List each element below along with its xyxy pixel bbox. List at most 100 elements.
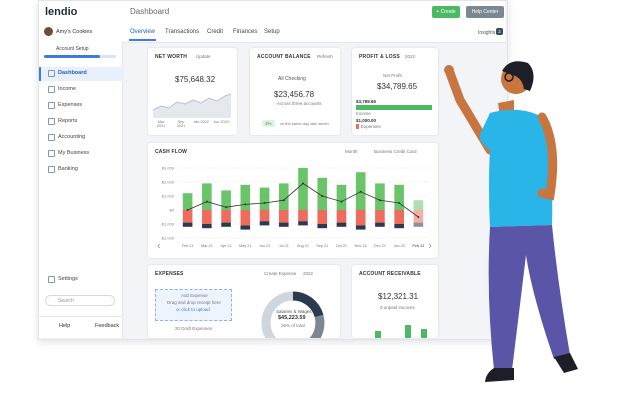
donut-label: Salaries & Wages — [276, 309, 312, 314]
expenses-card: EXPENSES Create Expense 2022 Add Expense… — [148, 265, 340, 338]
search-box[interactable]: Search — [45, 295, 115, 306]
insights-link[interactable]: Insights — [478, 30, 496, 36]
tab[interactable]: Transactions — [165, 29, 200, 35]
change-badge: 3% — [262, 120, 275, 127]
bar — [413, 200, 424, 210]
bar — [202, 183, 212, 210]
help-link[interactable]: Help — [59, 323, 71, 329]
net-point — [186, 209, 189, 211]
nav-item[interactable]: Banking — [44, 163, 121, 176]
add-expense: Add Expense — [181, 293, 208, 298]
bar — [202, 210, 212, 224]
tab[interactable]: Overview — [130, 29, 156, 35]
nav-item[interactable]: My Business — [44, 147, 121, 160]
expense-bar — [356, 124, 359, 129]
net-worth-value: $75,648.32 — [175, 75, 216, 84]
bar — [278, 222, 289, 227]
nav-label: Dashboard — [58, 70, 87, 76]
change-caption: vs the same day last month — [280, 121, 329, 126]
x-tick-label: Mar 21 — [201, 244, 213, 248]
card-action[interactable]: Refresh — [317, 54, 333, 59]
tab-underline — [129, 39, 156, 41]
bar — [394, 184, 404, 210]
x-tick-label: Jul 21 — [279, 244, 289, 248]
sparkline — [153, 93, 232, 118]
net-point — [302, 182, 304, 185]
income-value: $3,789.65 — [356, 99, 377, 104]
nav-icon — [48, 118, 55, 125]
profit-loss-card: PROFIT & LOSS 2022 Net Profit $34,789.65… — [352, 48, 438, 135]
drop-zone[interactable] — [155, 289, 232, 321]
person-illustration — [444, 61, 578, 382]
bar — [375, 222, 385, 227]
net-point — [359, 190, 362, 193]
x-tick-label: Sep 21 — [316, 244, 328, 248]
tab[interactable]: Setup — [264, 29, 280, 35]
x-label: Sep 2021 — [176, 120, 186, 128]
bar — [394, 210, 404, 224]
card-action[interactable]: Update — [196, 54, 211, 59]
upload-link[interactable]: or click to upload — [176, 307, 210, 312]
nav-item[interactable]: Reports — [44, 115, 121, 128]
year-select[interactable]: 2022 — [303, 271, 314, 276]
nav-item[interactable]: Dashboard — [44, 67, 121, 80]
x-label: Jan 2022 — [193, 120, 209, 124]
create-expense[interactable]: Create Expense — [264, 271, 297, 276]
nav-settings[interactable]: Settings — [44, 273, 121, 286]
next-arrow[interactable] — [428, 243, 432, 249]
bar — [221, 190, 231, 210]
x-tick-label: Oct 21 — [336, 244, 347, 248]
net-worth-card: NET WORTH Update $75,648.32 Mar 2021 Sep … — [148, 48, 237, 135]
bar — [259, 221, 270, 226]
prev-arrow[interactable] — [157, 243, 161, 249]
account-select[interactable]: Business Credit Card — [374, 149, 417, 154]
net-point — [225, 206, 228, 209]
bar — [182, 210, 193, 223]
drafts[interactable]: 20 Draft Expenses — [175, 326, 213, 331]
card-title: NET WORTH — [155, 54, 188, 60]
x-tick-label: May 21 — [239, 244, 251, 248]
card-title: EXPENSES — [155, 271, 184, 277]
nav-item[interactable]: Income — [44, 83, 121, 96]
x-tick-label: Nov 21 — [355, 244, 367, 248]
bar — [259, 187, 270, 210]
bar — [355, 225, 366, 230]
tab[interactable]: Finances — [233, 29, 258, 35]
period-select[interactable]: Month — [345, 149, 358, 154]
card-title: PROFIT & LOSS — [359, 54, 400, 60]
nav-item[interactable]: Accounting — [44, 131, 121, 144]
bar — [336, 210, 347, 223]
bar — [317, 224, 328, 229]
x-tick-label: Aug 21 — [297, 244, 309, 248]
account-setup[interactable]: Account Setup — [56, 46, 89, 52]
nav-icon — [48, 150, 55, 157]
help-center-button[interactable]: Help Center — [466, 6, 504, 18]
x-tick-label: Dec 21 — [374, 244, 386, 248]
net-point — [263, 202, 266, 204]
account-select[interactable]: All Checking — [278, 76, 306, 82]
net-point — [244, 203, 247, 206]
create-button[interactable]: + Create — [432, 6, 460, 18]
x-tick-label: Jan 22 — [393, 244, 404, 248]
bar — [355, 210, 366, 226]
balance-value: $23,456.78 — [274, 90, 315, 99]
y-tick-label: -$1,000 — [160, 222, 174, 227]
feedback-link[interactable]: Feedback — [95, 323, 120, 329]
nav-item[interactable]: Expenses — [44, 99, 121, 112]
bar — [298, 168, 308, 210]
receivable-value: $12,321.31 — [378, 292, 419, 301]
card-title: CASH FLOW — [155, 149, 188, 155]
divider — [39, 316, 122, 317]
year-select[interactable]: 2022 — [405, 54, 416, 59]
nav-label: My Business — [58, 150, 90, 156]
donut-value: $45,223.59 — [278, 315, 306, 321]
bar — [182, 193, 193, 210]
company-name[interactable]: Amy's Cookies — [56, 29, 93, 35]
tab[interactable]: Credit — [207, 29, 224, 35]
drop-text: Drag and drop receipt here — [167, 300, 221, 305]
net-point — [321, 195, 324, 197]
balance-caption: Across three accounts — [277, 101, 322, 106]
nav-label: Expenses — [58, 102, 83, 108]
net-point — [417, 216, 420, 218]
receivable-caption: 3 unpaid invoices — [380, 305, 415, 310]
